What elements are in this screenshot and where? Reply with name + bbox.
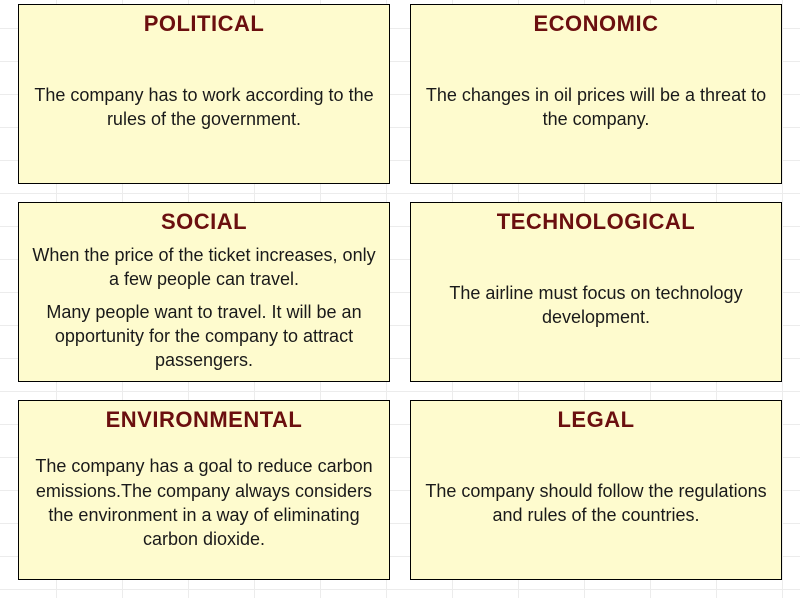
card-economic-text: The changes in oil prices will be a thre… <box>417 83 775 132</box>
card-political-title: POLITICAL <box>144 11 265 37</box>
card-environmental: ENVIRONMENTAL The company has a goal to … <box>18 400 390 580</box>
card-social-body: When the price of the ticket increases, … <box>23 239 385 376</box>
card-political: POLITICAL The company has to work accord… <box>18 4 390 184</box>
card-environmental-body: The company has a goal to reduce carbon … <box>23 437 385 569</box>
card-political-text: The company has to work according to the… <box>25 83 383 132</box>
card-social-text-2: Many people want to travel. It will be a… <box>25 300 383 373</box>
card-economic-title: ECONOMIC <box>534 11 659 37</box>
card-legal-title: LEGAL <box>557 407 634 433</box>
card-technological: TECHNOLOGICAL The airline must focus on … <box>410 202 782 382</box>
card-social: SOCIAL When the price of the ticket incr… <box>18 202 390 382</box>
card-legal-text: The company should follow the regulation… <box>417 479 775 528</box>
card-legal: LEGAL The company should follow the regu… <box>410 400 782 580</box>
card-economic: ECONOMIC The changes in oil prices will … <box>410 4 782 184</box>
card-technological-text: The airline must focus on technology dev… <box>417 281 775 330</box>
card-environmental-title: ENVIRONMENTAL <box>106 407 303 433</box>
pestel-grid: POLITICAL The company has to work accord… <box>18 4 782 580</box>
card-legal-body: The company should follow the regulation… <box>415 437 777 569</box>
card-technological-body: The airline must focus on technology dev… <box>415 239 777 371</box>
card-social-text-1: When the price of the ticket increases, … <box>25 243 383 292</box>
card-economic-body: The changes in oil prices will be a thre… <box>415 41 777 173</box>
card-technological-title: TECHNOLOGICAL <box>497 209 695 235</box>
card-political-body: The company has to work according to the… <box>23 41 385 173</box>
card-social-title: SOCIAL <box>161 209 247 235</box>
card-environmental-text: The company has a goal to reduce carbon … <box>25 454 383 551</box>
